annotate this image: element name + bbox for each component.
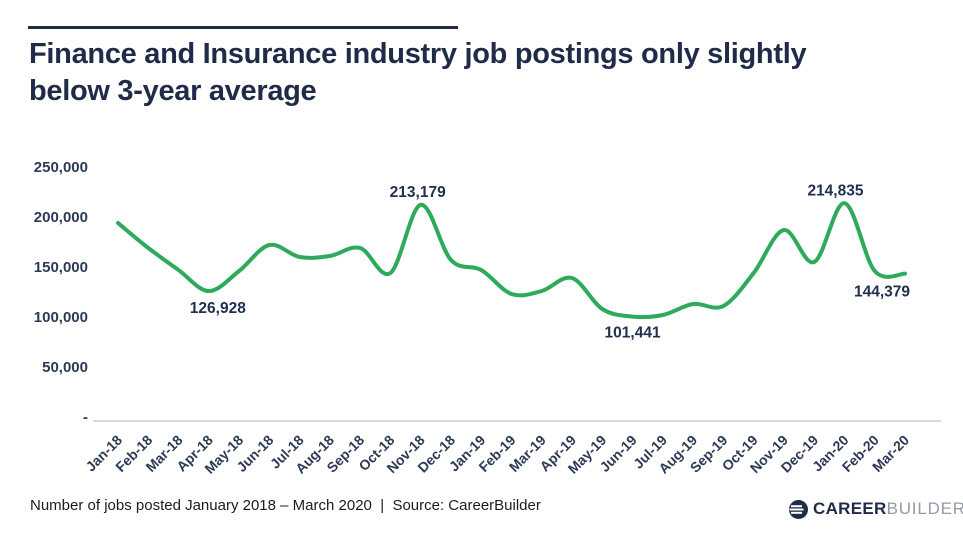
careerbuilder-logo-icon <box>789 499 808 519</box>
title-accent-rule <box>28 26 458 29</box>
footer-caption: Number of jobs posted January 2018 – Mar… <box>30 497 541 514</box>
data-point-label: 144,379 <box>854 284 910 301</box>
data-point-label: 126,928 <box>190 300 246 317</box>
y-axis-tick-label: 50,000 <box>42 359 88 376</box>
y-axis-tick-label: 150,000 <box>34 259 88 276</box>
job-postings-series-line <box>116 201 907 320</box>
logo-text-builder: BUILDER <box>886 499 963 518</box>
data-point-label: 101,441 <box>605 325 661 342</box>
logo-text-career: CAREER <box>813 499 887 518</box>
y-axis-tick-label: 100,000 <box>34 309 88 326</box>
title-line-1: Finance and Insurance industry job posti… <box>29 38 807 70</box>
y-axis-tick-label: - <box>83 409 88 426</box>
y-axis-tick-label: 250,000 <box>34 159 88 176</box>
data-point-label: 214,835 <box>807 182 863 199</box>
title-line-2: below 3-year average <box>29 75 317 107</box>
data-point-label: 213,179 <box>390 184 446 201</box>
y-axis-tick-label: 200,000 <box>34 209 88 226</box>
page-title: Finance and Insurance industry job posti… <box>29 36 949 110</box>
